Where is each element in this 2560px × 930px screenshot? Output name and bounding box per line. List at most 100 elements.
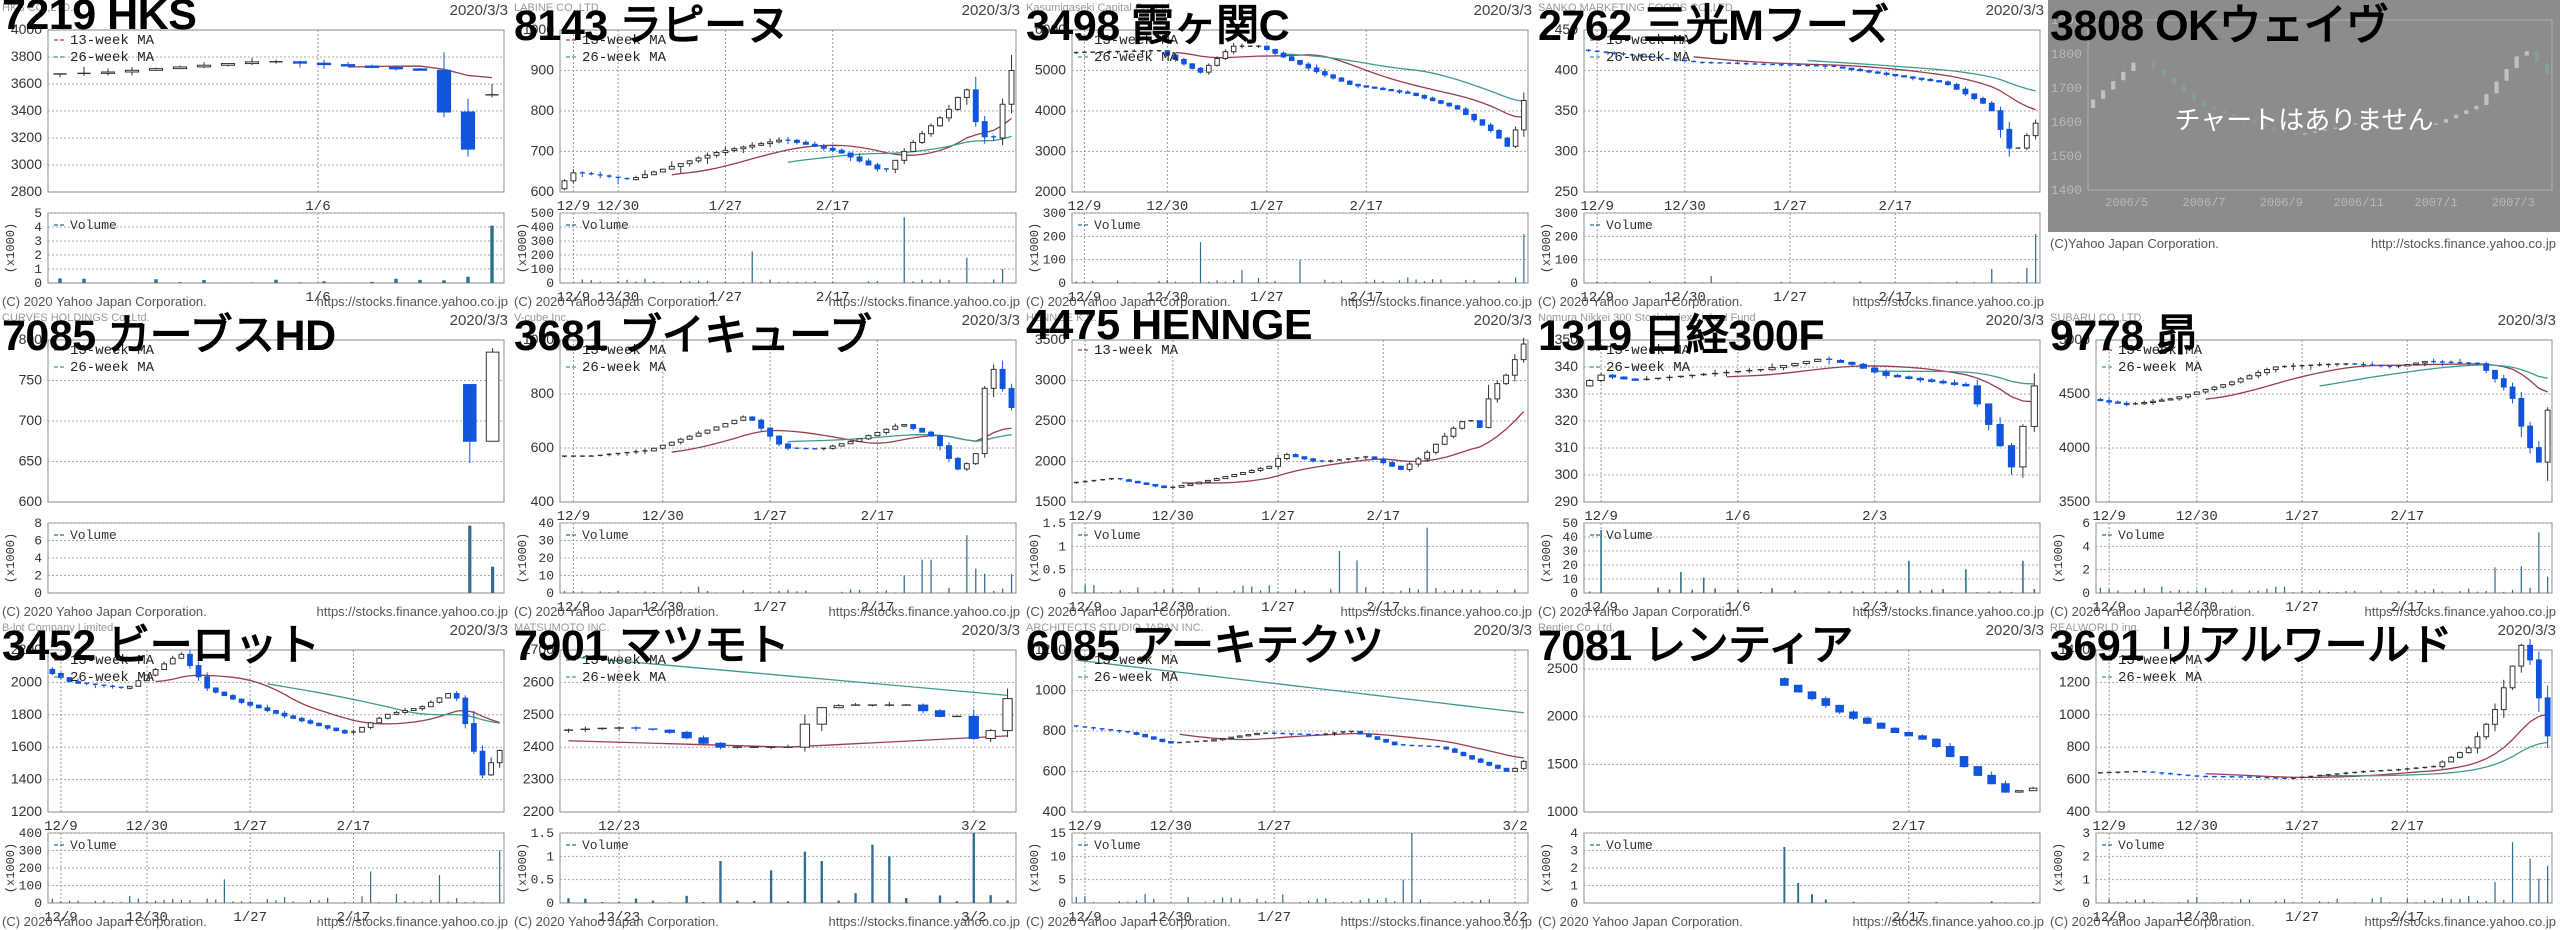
svg-text:330: 330 [1555,385,1579,401]
svg-text:Volume: Volume [1094,528,1141,543]
svg-text:1/27: 1/27 [753,600,787,616]
svg-text:100: 100 [1043,253,1066,268]
svg-text:1/27: 1/27 [1257,910,1291,926]
svg-text:400: 400 [2067,803,2091,819]
svg-text:2006/11: 2006/11 [2333,196,2383,210]
svg-text:0: 0 [2082,896,2090,911]
svg-text:0.5: 0.5 [531,873,554,888]
svg-text:10: 10 [1562,572,1578,587]
svg-text:3800: 3800 [11,48,42,64]
svg-text:600: 600 [531,183,555,199]
svg-text:1500: 1500 [1547,755,1578,771]
svg-text:2600: 2600 [523,673,554,689]
svg-text:400: 400 [1043,803,1067,819]
svg-text:500: 500 [531,206,554,221]
svg-text:900: 900 [531,62,555,78]
svg-text:290: 290 [1555,493,1579,509]
svg-text:1000: 1000 [2059,706,2090,722]
svg-text:6: 6 [2082,516,2090,531]
svg-text:650: 650 [19,453,43,469]
svg-text:600: 600 [19,493,43,509]
svg-text:26-week MA: 26-week MA [70,50,155,66]
svg-text:4: 4 [1570,826,1578,841]
svg-text:1500: 1500 [1035,493,1066,509]
svg-text:400: 400 [531,220,554,235]
svg-text:300: 300 [1555,466,1579,482]
svg-text:1400: 1400 [2051,183,2082,198]
svg-text:Volume: Volume [582,218,629,233]
svg-text:Volume: Volume [70,218,117,233]
svg-text:6: 6 [34,534,42,549]
svg-text:0: 0 [1058,276,1066,291]
svg-text:1/27: 1/27 [1773,290,1807,306]
svg-text:2800: 2800 [11,183,42,199]
svg-text:3500: 3500 [2059,493,2090,509]
svg-text:0.5: 0.5 [1043,563,1066,578]
svg-text:(x1000): (x1000) [1028,223,1042,273]
svg-text:300: 300 [1555,143,1579,159]
svg-text:5: 5 [34,206,42,221]
svg-text:Volume: Volume [2118,838,2165,853]
svg-text:Volume: Volume [582,528,629,543]
svg-text:3000: 3000 [1035,143,1066,159]
svg-text:800: 800 [531,385,555,401]
svg-text:2: 2 [1570,861,1578,876]
svg-text:1: 1 [1570,879,1578,894]
svg-text:2000: 2000 [1035,183,1066,199]
svg-text:2200: 2200 [523,803,554,819]
svg-text:1400: 1400 [11,771,42,787]
svg-text:1000: 1000 [1035,682,1066,698]
svg-text:Volume: Volume [1606,528,1653,543]
svg-text:300: 300 [531,234,554,249]
svg-text:400: 400 [1555,62,1579,78]
svg-text:2: 2 [2082,849,2090,864]
svg-text:1200: 1200 [2059,673,2090,689]
svg-text:3000: 3000 [1035,372,1066,388]
svg-text:2: 2 [34,569,42,584]
svg-text:0: 0 [546,586,554,601]
svg-text:300: 300 [1555,206,1578,221]
svg-text:3600: 3600 [11,75,42,91]
svg-text:0: 0 [1058,586,1066,601]
svg-text:1600: 1600 [11,738,42,754]
svg-text:300: 300 [1043,206,1066,221]
svg-text:1: 1 [34,262,42,277]
svg-text:100: 100 [531,262,554,277]
svg-text:600: 600 [2067,771,2091,787]
svg-text:10: 10 [1050,849,1066,864]
svg-text:350: 350 [1555,102,1579,118]
svg-text:1700: 1700 [2051,81,2082,96]
svg-text:3200: 3200 [11,129,42,145]
svg-text:1/27: 1/27 [2285,910,2319,926]
svg-text:2006/5: 2006/5 [2105,196,2148,210]
svg-text:8: 8 [34,516,42,531]
svg-text:700: 700 [19,412,43,428]
svg-text:1/27: 1/27 [1250,290,1284,306]
svg-text:(x1000): (x1000) [1540,533,1554,583]
svg-text:0: 0 [1570,276,1578,291]
svg-text:(x1000): (x1000) [1028,843,1042,893]
svg-text:1/27: 1/27 [233,910,267,926]
svg-text:1: 1 [1058,539,1066,554]
svg-text:(x1000): (x1000) [516,843,530,893]
svg-text:1/27: 1/27 [1261,600,1295,616]
svg-text:0: 0 [34,896,42,911]
svg-text:(x1000): (x1000) [2052,843,2066,893]
svg-text:20: 20 [538,551,554,566]
svg-text:(x1000): (x1000) [1540,843,1554,893]
svg-text:2300: 2300 [523,771,554,787]
svg-text:15: 15 [1050,826,1066,841]
svg-text:0: 0 [1570,896,1578,911]
svg-text:1.5: 1.5 [531,826,554,841]
svg-text:(x1000): (x1000) [4,843,18,893]
svg-text:Volume: Volume [1094,218,1141,233]
svg-text:Volume: Volume [1094,838,1141,853]
svg-text:700: 700 [531,143,555,159]
svg-text:2007/1: 2007/1 [2414,196,2457,210]
svg-text:2000: 2000 [1547,708,1578,724]
svg-text:800: 800 [2067,738,2091,754]
svg-text:2: 2 [34,248,42,263]
svg-text:(x1000): (x1000) [4,533,18,583]
svg-text:4000: 4000 [2059,439,2090,455]
svg-text:300: 300 [19,844,42,859]
